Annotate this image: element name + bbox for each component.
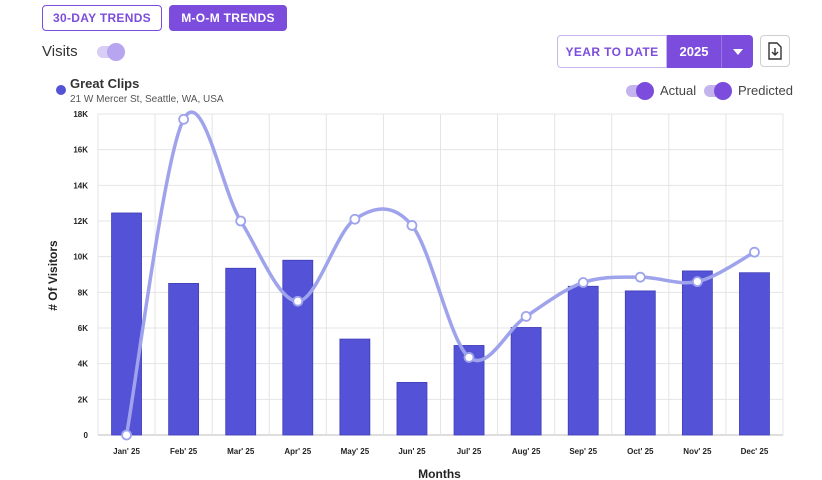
y-tick-label: 2K	[78, 395, 88, 404]
predicted-point	[292, 295, 304, 307]
location-address: 21 W Mercer St, Seattle, WA, USA	[70, 94, 224, 105]
bar-actual	[567, 285, 599, 436]
y-tick-label: 10K	[73, 253, 88, 262]
year-dropdown-button[interactable]	[721, 35, 753, 68]
x-tick-label: Apr' 25	[284, 447, 311, 456]
x-tick-label: Feb' 25	[170, 447, 198, 456]
predicted-point	[178, 113, 190, 125]
bar-actual	[282, 259, 314, 436]
location-name: Great Clips	[70, 76, 140, 91]
x-tick-label: Jun' 25	[398, 447, 426, 456]
y-axis-title: # Of Visitors	[46, 240, 60, 311]
predicted-line	[124, 110, 757, 437]
legend-predicted-toggle[interactable]	[704, 81, 732, 100]
bar-actual	[168, 283, 200, 436]
predicted-point	[634, 271, 646, 283]
visits-toggle[interactable]	[97, 43, 125, 61]
x-tick-label: May' 25	[341, 447, 370, 456]
download-icon	[768, 42, 782, 60]
predicted-point	[520, 311, 532, 322]
y-tick-label: 18K	[73, 110, 88, 119]
x-tick-label: Sep' 25	[569, 447, 597, 456]
predicted-point	[463, 352, 475, 363]
y-tick-label: 0	[84, 431, 89, 440]
predicted-point	[235, 215, 247, 227]
bar-actual	[396, 381, 428, 436]
bar-actual	[225, 267, 257, 436]
bar-actual	[739, 272, 770, 436]
y-tick-label: 14K	[73, 181, 88, 190]
caret-down-icon	[732, 48, 743, 55]
x-tick-label: Jul' 25	[457, 447, 482, 456]
download-button[interactable]	[760, 35, 790, 67]
predicted-point	[749, 246, 760, 258]
legend-actual-toggle[interactable]	[626, 81, 654, 100]
predicted-point	[406, 220, 418, 231]
x-tick-label: Mar' 25	[227, 447, 255, 456]
legend-predicted-label: Predicted	[738, 83, 793, 98]
y-tick-label: 6K	[78, 324, 88, 333]
predicted-point	[691, 276, 703, 288]
y-tick-label: 8K	[78, 288, 88, 297]
toggle-knob	[107, 43, 125, 61]
toggle-knob	[636, 81, 654, 100]
x-axis-title: Months	[418, 467, 461, 480]
x-tick-label: Dec' 25	[741, 447, 769, 456]
legend-actual-label: Actual	[660, 83, 697, 98]
y-tick-label: 12K	[73, 217, 88, 226]
location-marker-icon	[56, 85, 66, 95]
x-tick-label: Jan' 25	[113, 447, 140, 456]
bar-actual	[624, 290, 656, 436]
x-tick-label: Nov' 25	[683, 447, 712, 456]
tab-mom-trends[interactable]: M-O-M TRENDS	[169, 5, 287, 31]
legend-actual[interactable]: Actual	[626, 81, 697, 100]
year-select[interactable]: 2025	[667, 35, 721, 68]
y-tick-label: 16K	[73, 146, 88, 155]
x-tick-label: Oct' 25	[627, 447, 654, 456]
visitors-chart: 0 2K 4K 6K 8K 10K 12K 14K 16K 18K Jan' 25 Feb' 25 Ma…	[46, 110, 784, 480]
bar-actual	[339, 338, 371, 436]
predicted-point	[121, 429, 132, 441]
bar-actual	[510, 327, 542, 436]
legend-predicted[interactable]: Predicted	[704, 81, 793, 100]
visits-toggle-label: Visits	[42, 43, 78, 60]
year-to-date-button[interactable]: YEAR TO DATE	[557, 35, 667, 68]
y-tick-label: 4K	[78, 360, 88, 369]
predicted-point	[577, 277, 589, 288]
tab-30-day-trends[interactable]: 30-DAY TRENDS	[42, 5, 162, 31]
x-tick-label: Aug' 25	[512, 447, 541, 456]
toggle-knob	[714, 81, 732, 100]
predicted-point	[349, 213, 361, 225]
bar-actual	[681, 270, 713, 436]
bar-actual	[111, 212, 142, 436]
